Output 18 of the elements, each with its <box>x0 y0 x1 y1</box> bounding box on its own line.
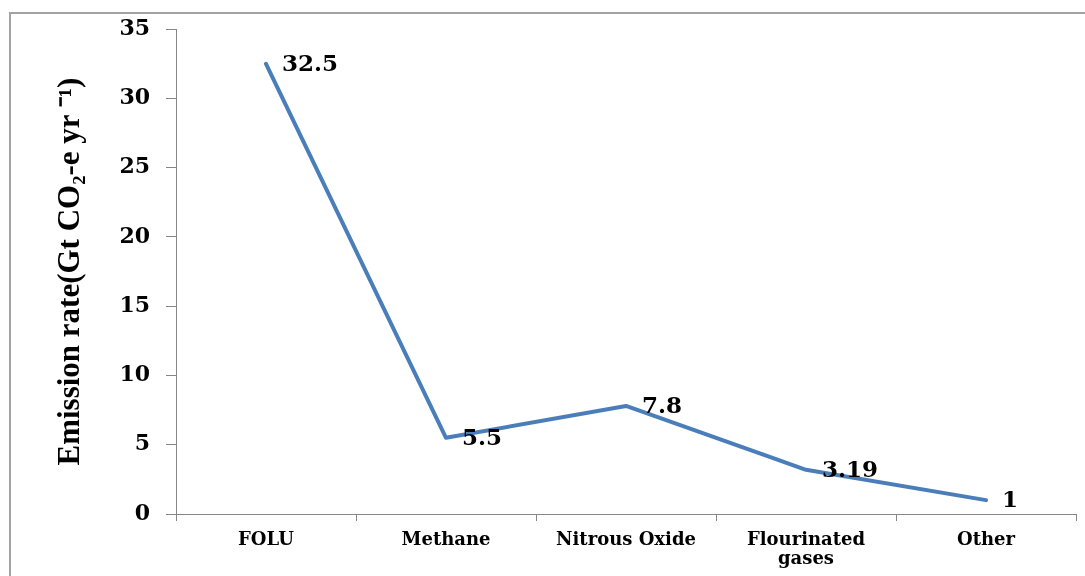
y-axis-title: Emission rate(Gt CO₂-e yr ⁻¹) <box>50 77 86 466</box>
y-tick-label: 25 <box>119 152 150 179</box>
data-label: 7.8 <box>642 390 683 418</box>
x-tick-label: Other <box>956 527 1016 549</box>
x-tick-label: FOLU <box>238 527 295 549</box>
y-tick-label: 35 <box>119 13 150 40</box>
y-tick-label: 15 <box>119 290 150 317</box>
data-label: 3.19 <box>822 454 879 482</box>
y-tick-label: 10 <box>119 360 150 387</box>
x-tick-label: Methane <box>401 527 491 549</box>
data-label: 32.5 <box>282 48 339 76</box>
y-tick-label: 30 <box>119 83 150 110</box>
data-label: 1 <box>1002 485 1019 513</box>
x-tick-label: Nitrous Oxide <box>556 527 696 549</box>
y-tick-label: 0 <box>134 498 150 525</box>
y-tick-label: 20 <box>119 221 150 248</box>
x-tick-label: Flourinated gases <box>746 527 866 569</box>
y-tick-label: 5 <box>134 429 150 456</box>
